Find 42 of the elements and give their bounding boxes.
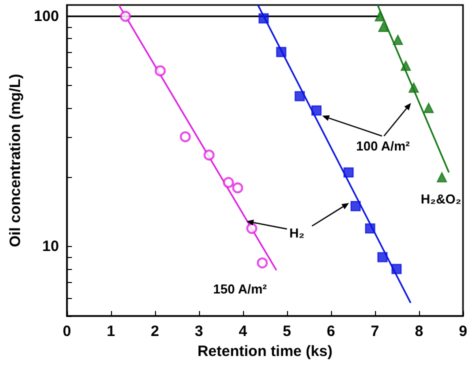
point — [436, 172, 447, 182]
annotation: H₂&O₂ — [420, 192, 462, 206]
x-tick-label: 2 — [150, 323, 160, 340]
x-tick-label: 0 — [62, 323, 72, 340]
point — [400, 60, 411, 71]
annotation: 100 A/m² — [356, 138, 411, 154]
x-tick-label: 4 — [238, 323, 248, 340]
y-tick-label: 10 — [42, 238, 59, 256]
x-tick-label: 3 — [194, 323, 204, 340]
point — [256, 257, 268, 268]
point — [204, 150, 215, 161]
point — [154, 65, 166, 76]
point — [294, 91, 305, 102]
annotation: H₂ — [289, 226, 305, 240]
point — [222, 176, 234, 188]
point — [374, 11, 385, 22]
point — [391, 264, 402, 274]
point — [365, 223, 376, 234]
point — [180, 131, 191, 142]
x-tick-label: 5 — [282, 323, 292, 340]
point — [276, 46, 286, 58]
y-tick-label: 100 — [34, 8, 59, 25]
x-tick-label: 8 — [414, 323, 424, 340]
x-tick-label: 1 — [106, 323, 116, 340]
x-tick-label: 7 — [370, 323, 380, 340]
point — [378, 22, 388, 32]
annotation: 150 A/m² — [213, 282, 268, 296]
point — [350, 201, 361, 212]
point — [424, 102, 434, 114]
point — [311, 105, 322, 116]
point — [343, 167, 354, 178]
point — [392, 34, 403, 46]
point — [246, 222, 258, 234]
point — [258, 13, 269, 24]
x-tick-label: 9 — [458, 323, 468, 340]
point — [408, 82, 419, 93]
point — [377, 252, 388, 262]
y-axis-title: Oil concentration (mg/L) — [7, 74, 24, 248]
point — [120, 10, 131, 22]
x-tick-label: 6 — [326, 323, 336, 340]
x-axis-title: Retention time (ks) — [197, 343, 332, 360]
point — [232, 182, 244, 194]
